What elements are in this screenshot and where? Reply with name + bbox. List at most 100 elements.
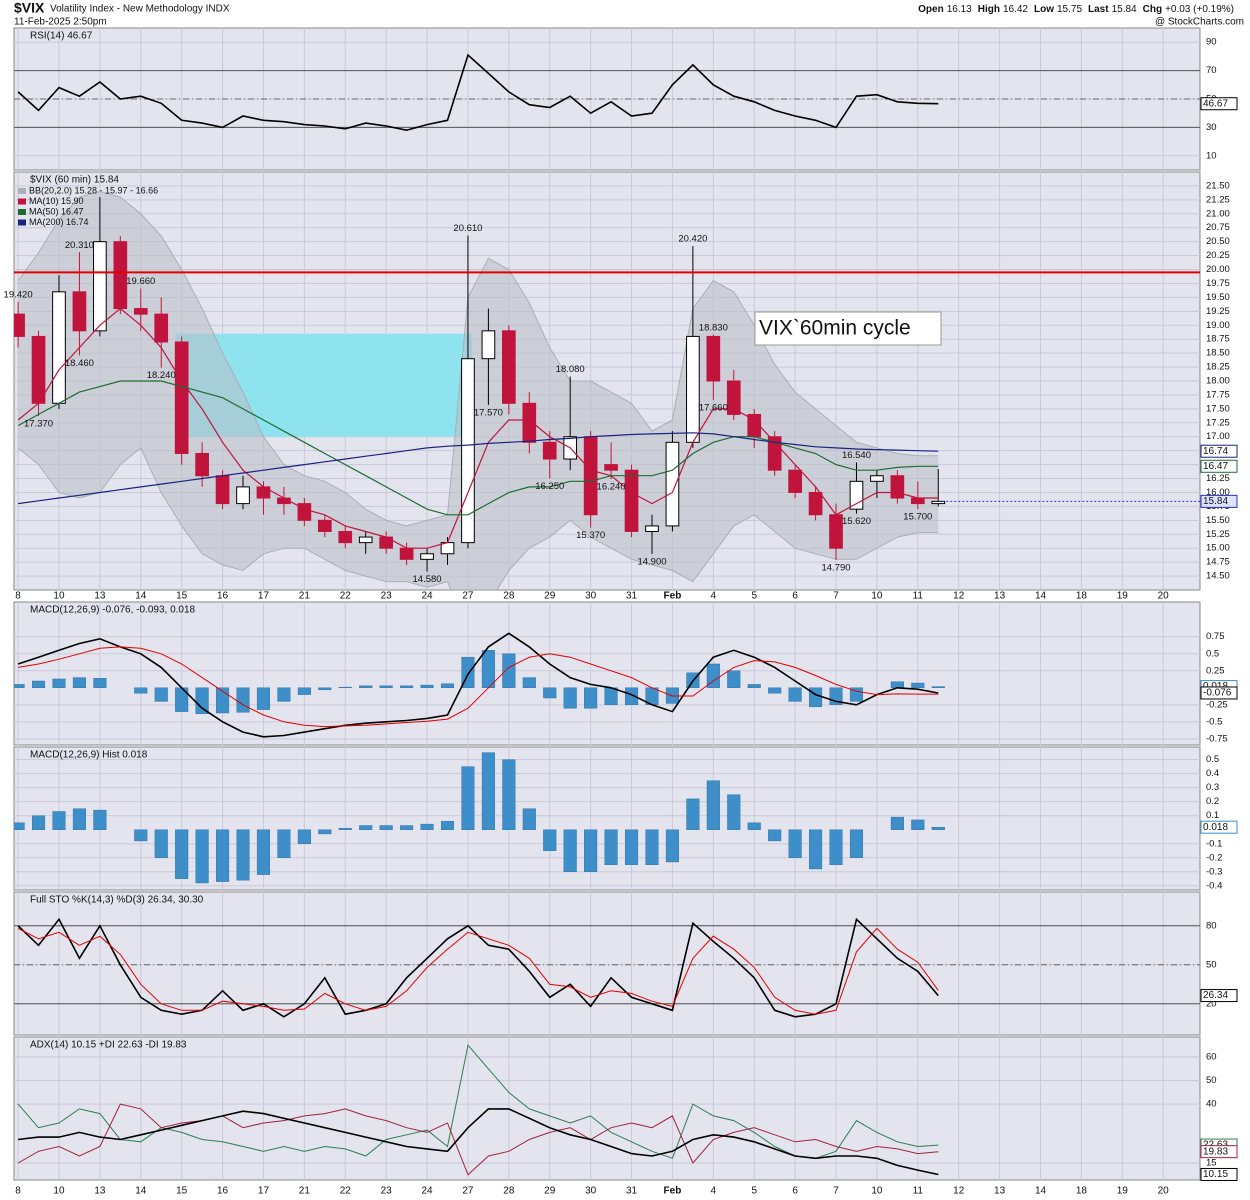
histogram-bar bbox=[154, 687, 168, 702]
y-tick-label: 15.00 bbox=[1206, 543, 1230, 554]
histogram-bar bbox=[727, 670, 741, 688]
price-annotation: 20.420 bbox=[678, 234, 707, 245]
y-tick-label: 17.75 bbox=[1206, 389, 1230, 400]
histogram-bar bbox=[256, 687, 271, 710]
x-tick-label: 30 bbox=[585, 1186, 597, 1197]
candle-body bbox=[358, 536, 373, 544]
candle-body bbox=[910, 497, 925, 505]
indicator-line bbox=[18, 1108, 939, 1176]
y-tick-label: -0.75 bbox=[1206, 733, 1228, 744]
quote: Open 16.13 High 16.42 Low 15.75 Last 15.84 Chg +0… bbox=[918, 4, 1234, 15]
candle-body bbox=[604, 464, 618, 471]
last-value-label: -0.076 bbox=[1203, 688, 1232, 699]
y-tick-label: -0.25 bbox=[1206, 699, 1228, 710]
histogram-bar bbox=[359, 825, 373, 830]
histogram-bar bbox=[420, 684, 434, 688]
legend-swatch bbox=[18, 188, 26, 194]
histogram-bar bbox=[747, 822, 761, 830]
y-tick-label: 16.25 bbox=[1206, 473, 1230, 484]
x-tick-label: 23 bbox=[381, 591, 393, 602]
quote-value: +0.03 (+0.19%) bbox=[1165, 4, 1234, 15]
note: VIX`60min cycle bbox=[759, 317, 911, 340]
candle-body bbox=[808, 491, 823, 516]
price-annotation: 16.250 bbox=[535, 481, 564, 492]
y-tick-label: 15 bbox=[1206, 1158, 1217, 1169]
candle-body bbox=[788, 469, 802, 493]
histogram-bar bbox=[645, 829, 659, 865]
x-tick-label: Feb bbox=[664, 591, 682, 602]
legend-label: MA(50) 16.47 bbox=[29, 206, 84, 216]
chart-title: Volatility Index - New Methodology INDX bbox=[50, 4, 230, 15]
histogram-bar bbox=[502, 653, 516, 688]
x-tick-label: 16 bbox=[217, 591, 229, 602]
candle-body bbox=[338, 530, 353, 544]
y-tick-label: 14.50 bbox=[1206, 571, 1230, 582]
panel bbox=[13, 746, 1201, 891]
candle-body bbox=[849, 480, 864, 510]
quote-value: 16.13 bbox=[947, 4, 972, 15]
y-tick-label: -0.5 bbox=[1206, 716, 1222, 727]
date: 11-Feb-2025 2:50pm bbox=[14, 17, 107, 28]
y-tick-label: 19.75 bbox=[1206, 278, 1230, 289]
candle-body bbox=[215, 475, 230, 505]
histogram-bar bbox=[52, 811, 66, 830]
histogram-bar bbox=[318, 829, 332, 835]
x-tick-label: 17 bbox=[258, 591, 270, 602]
x-tick-label: 19 bbox=[1117, 591, 1129, 602]
x-tick-label: 14 bbox=[1035, 1186, 1047, 1197]
y-tick-label: 14.75 bbox=[1206, 557, 1230, 568]
panel-title: MACD(12,26,9) -0.076, -0.093, 0.018 bbox=[30, 605, 196, 616]
histogram-bar bbox=[440, 821, 455, 830]
x-tick-label: 22 bbox=[340, 591, 352, 602]
x-tick-label: 14 bbox=[135, 591, 147, 602]
histogram-bar bbox=[706, 780, 720, 830]
y-tick-label: -0.3 bbox=[1206, 866, 1222, 877]
y-tick-label: 21.00 bbox=[1206, 208, 1230, 219]
last-value-label: 15.84 bbox=[1203, 496, 1228, 507]
quote-label: Last bbox=[1088, 4, 1109, 15]
y-tick-label: 15.50 bbox=[1206, 515, 1230, 526]
histogram-bar bbox=[93, 809, 107, 830]
price-annotation: 16.240 bbox=[597, 482, 626, 493]
last-value-tag bbox=[1200, 820, 1238, 834]
histogram-bar bbox=[14, 822, 25, 830]
x-tick-label: 22 bbox=[340, 1186, 352, 1197]
histogram-bar bbox=[14, 684, 25, 689]
price-annotation: 19.660 bbox=[126, 276, 155, 287]
legend-label: BB(20,2.0) 15.28 - 15.97 - 16.66 bbox=[29, 185, 158, 195]
histogram-bar bbox=[604, 687, 618, 706]
price-annotation: 17.570 bbox=[474, 407, 503, 418]
candle-body bbox=[726, 380, 741, 415]
y-tick-label: 20.25 bbox=[1206, 250, 1230, 261]
histogram-bar bbox=[277, 829, 291, 858]
y-tick-label: 18.75 bbox=[1206, 334, 1230, 345]
histogram-bar bbox=[563, 687, 577, 709]
x-tick-label: 24 bbox=[421, 591, 433, 602]
y-tick-label: 15.25 bbox=[1206, 529, 1230, 540]
candle-body bbox=[502, 330, 516, 404]
band-line bbox=[17, 447, 939, 590]
x-tick-label: 5 bbox=[751, 591, 757, 602]
x-tick-label: 6 bbox=[792, 1186, 798, 1197]
last-value-tag bbox=[1200, 444, 1238, 458]
candle-body bbox=[133, 308, 148, 315]
histogram-bar bbox=[768, 687, 782, 694]
histogram-bar bbox=[420, 823, 434, 830]
histogram-bar bbox=[359, 685, 373, 688]
y-tick-label: 0.1 bbox=[1206, 810, 1219, 821]
histogram-bar bbox=[706, 663, 720, 689]
last-value-tag bbox=[1200, 97, 1238, 111]
candle-body bbox=[52, 291, 66, 404]
y-tick-label: 60 bbox=[1206, 1052, 1217, 1063]
histogram-bar bbox=[297, 829, 311, 844]
candle-body bbox=[686, 335, 700, 443]
last-value-tag bbox=[1200, 1167, 1238, 1181]
y-tick-label: 80 bbox=[1206, 920, 1217, 931]
histogram-bar bbox=[72, 677, 86, 688]
plot bbox=[14, 602, 1200, 745]
histogram-bar bbox=[665, 829, 679, 863]
last-value-tag bbox=[1200, 686, 1238, 700]
y-tick-label: -0.2 bbox=[1206, 852, 1222, 863]
plot bbox=[14, 1037, 1200, 1180]
